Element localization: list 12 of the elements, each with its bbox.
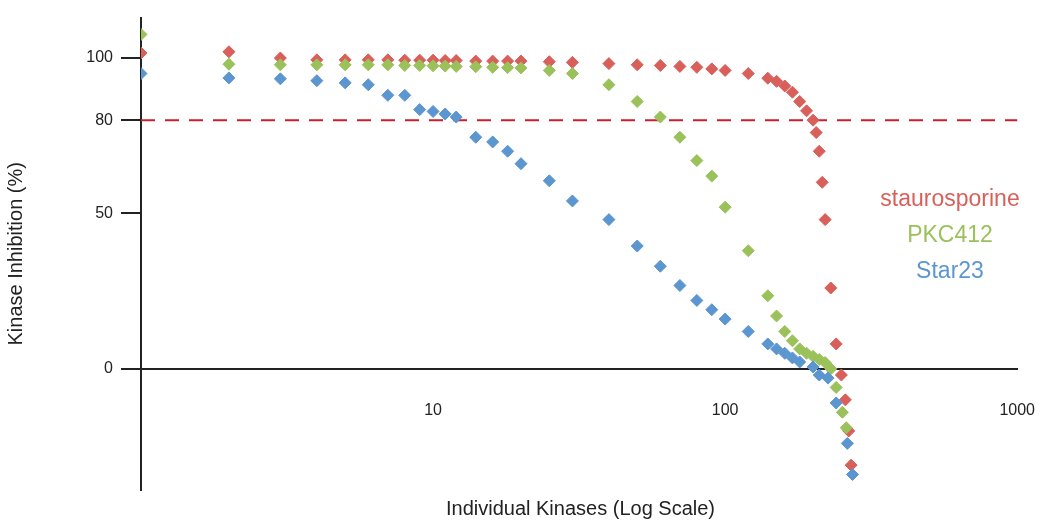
y-tick-label: 50 bbox=[95, 203, 114, 221]
text: PKC412 bbox=[906, 220, 994, 249]
y-axis-title: Kinase Inhibition (%) bbox=[3, 162, 26, 346]
y-tick-label: 80 bbox=[95, 110, 114, 128]
x-axis-title: Individual Kinases (Log Scale) bbox=[444, 497, 716, 520]
x-tick-label: 1000 bbox=[999, 400, 1036, 418]
text: staurosporine bbox=[879, 184, 1021, 213]
text: Star23 bbox=[915, 256, 985, 285]
y-tick-label: 100 bbox=[86, 48, 114, 66]
x-tick-label: 100 bbox=[711, 400, 739, 418]
x-tick-label: 10 bbox=[424, 400, 443, 418]
y-tick-label: 0 bbox=[104, 359, 114, 377]
